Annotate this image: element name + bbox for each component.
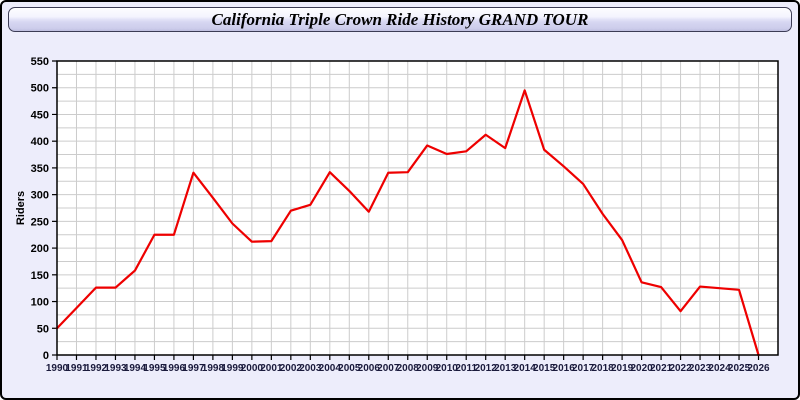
svg-text:2018: 2018 [591,363,614,374]
svg-text:2021: 2021 [650,363,673,374]
svg-text:2004: 2004 [319,363,342,374]
series-line-riders [55,89,760,357]
svg-text:2020: 2020 [630,363,653,374]
title-bar: California Triple Crown Ride History GRA… [8,7,792,32]
svg-text:2006: 2006 [358,363,381,374]
svg-text:400: 400 [31,136,49,148]
svg-text:100: 100 [31,297,49,309]
svg-text:2002: 2002 [280,363,303,374]
svg-text:2017: 2017 [572,363,595,374]
svg-text:50: 50 [37,323,49,335]
svg-text:350: 350 [31,163,49,175]
svg-text:2019: 2019 [611,363,634,374]
svg-text:1999: 1999 [221,363,244,374]
svg-text:2022: 2022 [669,363,692,374]
svg-text:2000: 2000 [241,363,264,374]
svg-text:1996: 1996 [163,363,186,374]
svg-text:2025: 2025 [728,363,751,374]
svg-text:300: 300 [31,190,49,202]
svg-text:200: 200 [31,243,49,255]
svg-text:450: 450 [31,109,49,121]
svg-text:2026: 2026 [747,363,770,374]
y-axis-title: Riders [15,191,27,225]
svg-text:1998: 1998 [202,363,225,374]
svg-text:2012: 2012 [475,363,498,374]
grid-lines [57,61,778,355]
svg-text:2008: 2008 [397,363,420,374]
svg-text:1995: 1995 [143,363,166,374]
svg-text:2013: 2013 [494,363,517,374]
svg-text:1997: 1997 [182,363,205,374]
svg-text:2007: 2007 [377,363,400,374]
svg-text:500: 500 [31,83,49,95]
svg-text:2009: 2009 [416,363,439,374]
axis-ticks [52,60,760,360]
svg-text:1990: 1990 [46,363,69,374]
svg-text:2016: 2016 [553,363,576,374]
plot-border [56,60,779,356]
svg-text:1993: 1993 [104,363,127,374]
svg-text:2005: 2005 [338,363,361,374]
chart-title: California Triple Crown Ride History GRA… [211,10,589,29]
svg-text:2011: 2011 [455,363,477,374]
x-axis-labels: 1990199119921993199419951996199719981999… [46,363,770,374]
svg-text:2010: 2010 [436,363,459,374]
y-axis-labels: 0 50 100 150 200 250 300 350 400 450 500 550 [31,56,49,362]
svg-text:2001: 2001 [260,363,283,374]
svg-text:150: 150 [31,270,49,282]
svg-text:2003: 2003 [299,363,322,374]
svg-text:2023: 2023 [689,363,712,374]
svg-text:2024: 2024 [708,363,731,374]
svg-text:0: 0 [43,350,49,362]
svg-text:1991: 1991 [65,363,88,374]
svg-text:1994: 1994 [124,363,147,374]
svg-text:1992: 1992 [85,363,108,374]
svg-text:2015: 2015 [533,363,556,374]
svg-text:550: 550 [31,56,49,68]
svg-text:250: 250 [31,216,49,228]
svg-text:2014: 2014 [514,363,537,374]
